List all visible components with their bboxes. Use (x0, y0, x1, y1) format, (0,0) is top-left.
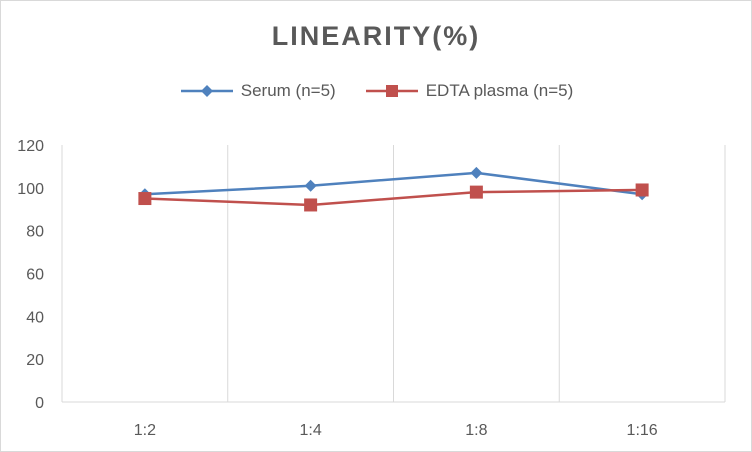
legend-item-serum: Serum (n=5) (179, 81, 336, 101)
y-tick-label: 120 (17, 138, 44, 155)
y-tick-label: 0 (35, 395, 44, 412)
series-line-edta-plasma (144, 188, 643, 207)
legend-item-edta-plasma: EDTA plasma (n=5) (364, 81, 574, 101)
chart-title: LINEARITY(%) (271, 21, 481, 51)
legend: Serum (n=5) EDTA plasma (n=5) (1, 81, 751, 101)
data-point-edta-plasma (469, 185, 483, 199)
x-tick-label: 1:8 (465, 422, 487, 439)
legend-label-edta-plasma: EDTA plasma (n=5) (425, 81, 574, 100)
legend-marker-serum (180, 85, 233, 97)
legend-marker-edta-plasma (365, 85, 418, 97)
x-tick-label: 1:16 (627, 422, 658, 439)
data-point-edta-plasma (304, 198, 318, 212)
data-point-edta-plasma (635, 183, 649, 197)
data-point-serum (304, 179, 317, 192)
y-tick-label: 100 (17, 181, 44, 198)
data-point-serum (470, 166, 483, 179)
y-tick-label: 20 (26, 352, 44, 369)
x-tick-label: 1:2 (134, 422, 156, 439)
y-tick-label: 80 (26, 224, 44, 241)
x-tick-label: 1:4 (300, 422, 322, 439)
y-tick-label: 40 (26, 309, 44, 326)
series-line-serum (144, 171, 643, 196)
data-point-edta-plasma (138, 192, 152, 206)
legend-label-serum: Serum (n=5) (240, 81, 336, 100)
y-tick-label: 60 (26, 267, 44, 284)
